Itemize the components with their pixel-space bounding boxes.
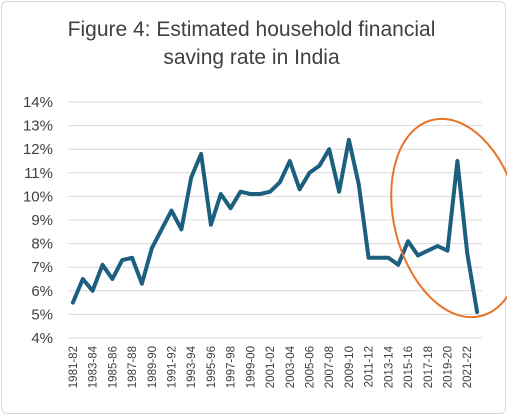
y-tick-label: 9% — [31, 212, 53, 229]
y-tick-label: 13% — [23, 118, 53, 135]
x-tick-label: 2021-22 — [462, 346, 474, 388]
x-tick-label: 2017-18 — [423, 346, 435, 388]
y-tick-label: 8% — [31, 236, 53, 253]
x-tick-label: 2005-06 — [305, 346, 317, 388]
y-tick-label: 10% — [23, 188, 53, 205]
x-tick-label: 1987-88 — [127, 346, 139, 388]
saving-rate-series — [70, 137, 480, 314]
x-tick-label: 1991-92 — [167, 346, 179, 388]
x-tick-label: 1981-82 — [68, 346, 80, 388]
x-tick-label: 1989-90 — [147, 346, 159, 388]
x-tick-label: 2009-10 — [344, 346, 356, 388]
highlight-ellipse — [390, 117, 507, 319]
x-tick-label: 1993-94 — [186, 345, 198, 388]
chart-title: Figure 4: Estimated household financial … — [0, 16, 503, 72]
gridlines — [68, 101, 482, 339]
y-tick-label: 5% — [31, 306, 53, 323]
x-tick-label: 1995-96 — [206, 346, 218, 388]
x-tick-label: 1999-00 — [245, 346, 257, 388]
x-tick-label: 2001-02 — [265, 346, 277, 388]
y-tick-label: 6% — [31, 283, 53, 300]
x-tick-label: 1985-86 — [107, 346, 119, 388]
y-tick-label: 11% — [24, 165, 53, 182]
x-tick-label: 1997-98 — [226, 346, 238, 388]
y-axis-ticks: 4% 5% 6% 7% 8% 9% 10% 11% 12% 13% 14% — [23, 94, 53, 347]
x-tick-label: 2007-08 — [324, 346, 336, 388]
y-tick-label: 14% — [23, 94, 53, 111]
x-tick-label: 2015-16 — [403, 346, 415, 388]
x-axis-ticks: 1981-82 1983-84 1985-86 1987-88 1989-90 1991-… — [68, 345, 474, 388]
y-tick-label: 12% — [23, 141, 53, 158]
x-tick-label: 2013-14 — [383, 345, 395, 388]
chart-title-line-1: Figure 4: Estimated household financial — [67, 18, 436, 41]
y-tick-label: 4% — [31, 330, 53, 347]
chart-title-line-2: saving rate in India — [163, 46, 340, 69]
x-tick-label: 2011-12 — [364, 346, 376, 387]
series-line — [70, 137, 480, 314]
x-tick-label: 2019-20 — [443, 346, 455, 388]
x-tick-label: 2003-04 — [285, 345, 297, 388]
x-tick-label: 1983-84 — [88, 345, 100, 388]
y-tick-label: 7% — [31, 259, 53, 276]
highlight-annotation — [390, 117, 507, 319]
